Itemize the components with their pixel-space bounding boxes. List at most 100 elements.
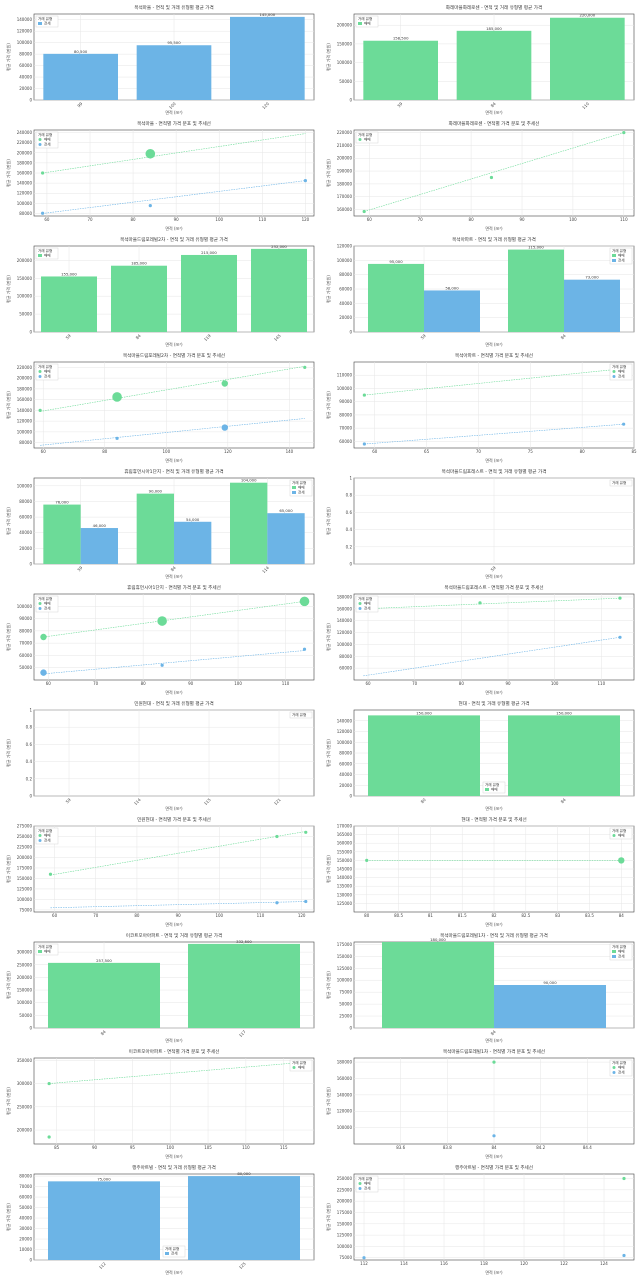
y-tick-label: 20000: [19, 86, 32, 91]
legend-entry: 전세: [44, 606, 51, 611]
y-tick-label: 135000: [337, 884, 353, 889]
legend: 거래 유형: [609, 479, 633, 487]
x-tick-label: 59: [396, 101, 403, 108]
y-tick-label: 190000: [337, 169, 353, 174]
y-tick-label: 225000: [17, 844, 33, 849]
x-tick-label: 75: [528, 449, 534, 454]
y-tick-label: 150000: [337, 41, 353, 46]
y-tick-label: 40000: [19, 530, 32, 535]
bar: [230, 482, 268, 564]
legend-title: 거래 유형: [292, 480, 306, 485]
scatter-point: [362, 209, 366, 214]
y-axis-label: 평균 가격 (만원): [325, 507, 331, 535]
y-tick-label: 150000: [337, 1221, 353, 1226]
x-tick-label: 60: [46, 681, 52, 686]
legend-entry: 전세: [44, 21, 51, 26]
x-tick-label: 100: [166, 1145, 174, 1150]
y-tick-label: 100000: [17, 40, 33, 45]
x-tick-label: 100: [215, 913, 223, 918]
x-tick-label: 80: [459, 681, 465, 686]
y-tick-label: 80000: [19, 628, 32, 633]
y-tick-label: 0: [349, 562, 352, 567]
legend-entry: 매매: [364, 601, 371, 606]
plot-frame: [353, 129, 635, 217]
chart-svg: 민원현대 - 면적별 가격 분포 및 추세선 75000 100000 125000 1…: [5, 816, 315, 927]
y-tick-label: 180000: [337, 181, 353, 186]
x-tick-label: 112: [98, 1261, 107, 1270]
x-tick-label: 84: [490, 1029, 497, 1036]
bar: [508, 715, 620, 796]
legend-box: [609, 363, 633, 381]
chart-panel: 목석아파트 - 면적별 가격 분포 및 추세선 60000 70000 80000 90…: [320, 348, 640, 464]
bar-value-label: 185,000: [486, 26, 502, 31]
y-tick-label: 70000: [339, 426, 352, 431]
bar-value-label: 150,000: [416, 710, 432, 715]
chart-svg: 행주아트빌 - 면적 및 거래 유형별 평균 가격 0 10000 20000 3000…: [5, 1164, 315, 1275]
y-tick-label: 100000: [337, 1244, 353, 1249]
plot-frame: [33, 593, 315, 681]
bar-value-label: 46,000: [93, 523, 107, 528]
legend-box: [609, 479, 633, 487]
y-tick-label: 100000: [337, 60, 353, 65]
scatter-point: [157, 616, 167, 626]
x-axis-label: 면적 (m²): [165, 457, 183, 463]
legend-title: 거래 유형: [612, 248, 626, 253]
x-tick-label: 83: [555, 913, 561, 918]
scatter-point: [618, 635, 622, 639]
plot-frame: [33, 1057, 315, 1145]
x-tick-label: 60: [372, 449, 378, 454]
y-tick-label: 250000: [17, 962, 33, 967]
y-tick-label: 0.8: [26, 725, 33, 730]
x-tick-label: 114: [133, 797, 142, 806]
chart-svg: 이코트모아아파트 - 면적 및 거래 유형별 평균 가격 0 50000 100000…: [5, 932, 315, 1043]
legend-swatch: [612, 955, 616, 958]
chart-title: 화레마을화레로센 - 면적 및 거래 유형별 평균 가격: [446, 4, 542, 11]
legend-title: 거래 유형: [612, 944, 626, 949]
y-tick-label: 0: [349, 330, 352, 335]
y-tick-label: 80000: [339, 751, 352, 756]
x-axis-label: 면적 (m²): [165, 109, 183, 115]
plot-frame: [33, 361, 315, 449]
scatter-point: [478, 601, 482, 605]
x-tick-label: 60: [367, 217, 373, 222]
x-axis-label: 면적 (m²): [165, 689, 183, 695]
legend-title: 거래 유형: [38, 596, 52, 601]
legend-title: 거래 유형: [38, 944, 52, 949]
y-tick-label: 50000: [339, 79, 352, 84]
y-tick-label: 60000: [339, 761, 352, 766]
trend-line: [42, 133, 306, 174]
chart-title: 행주아트빌 - 면적별 가격 분포 및 추세선: [455, 1164, 533, 1171]
chart-svg: 이코트모아아파트 - 면적별 가격 분포 및 추세선 200000 250000 30…: [5, 1048, 315, 1159]
y-tick-label: 160000: [17, 397, 33, 402]
bar-value-label: 185,000: [131, 261, 147, 266]
bar-value-label: 80,500: [74, 49, 88, 54]
chart-panel: 목석마을드림포레빌2차 - 면적별 가격 분포 및 추세선 80000 100000…: [0, 348, 320, 464]
chart-title: 휴림휴먼시아1단지 - 면적별 가격 분포 및 추세선: [127, 584, 221, 591]
chart-title: 목석마을 - 면적 및 거래 유형별 평균 가격: [134, 4, 214, 11]
y-tick-label: 60000: [339, 666, 352, 671]
chart-panel: 화레마을화레로센 - 면적 및 거래 유형별 평균 가격 0 50000 100000…: [320, 0, 640, 116]
chart-panel: 목석마을드림포레스트 - 면적 및 거래 유형별 평균 가격 0 0.2 0.4 0.6…: [320, 464, 640, 580]
x-tick-label: 121: [273, 797, 282, 806]
y-tick-label: 75000: [339, 1255, 352, 1260]
legend-swatch: [38, 138, 42, 141]
y-tick-label: 0: [29, 794, 32, 799]
chart-panel: 이코트모아아파트 - 면적 및 거래 유형별 평균 가격 0 50000 100000…: [0, 928, 320, 1044]
y-tick-label: 100000: [17, 201, 33, 206]
x-tick-label: 145: [273, 333, 282, 342]
y-tick-label: 120000: [17, 29, 33, 34]
y-tick-label: 175000: [337, 942, 353, 947]
legend-entry: 전세: [618, 258, 625, 263]
legend-swatch: [612, 370, 616, 373]
legend-box: [609, 827, 633, 840]
x-tick-label: 81: [428, 913, 434, 918]
plot-frame: [33, 709, 315, 797]
x-tick-label: 110: [258, 217, 266, 222]
chart-svg: 목석마을드림포레빌1차 - 면적 및 거래 유형별 평균 가격 0 25000 500…: [325, 932, 635, 1043]
bar: [136, 45, 212, 100]
y-tick-label: 110000: [337, 373, 353, 378]
x-tick-label: 83.5: [585, 913, 594, 918]
